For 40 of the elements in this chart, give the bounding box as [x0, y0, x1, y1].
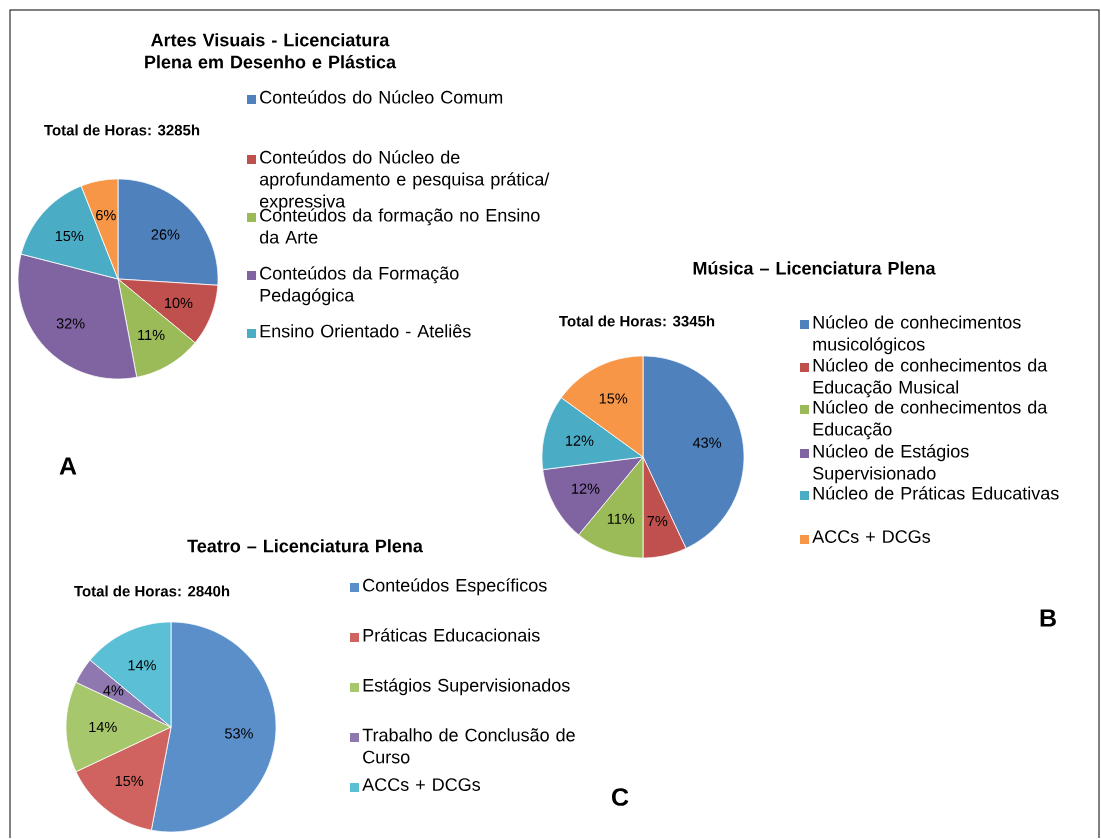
legend-label: Núcleo de conhecimentos musicológicos [813, 315, 1021, 355]
legend-label: Núcleo de Práticas Educativas [813, 486, 1059, 500]
legend-label: Práticas Educacionais [363, 628, 540, 642]
chart-title: Música – Licenciatura Plena [693, 261, 936, 275]
data-label: 26% [151, 229, 180, 240]
legend-label: Núcleo de Estágios Supervisionado [813, 444, 969, 484]
data-label: 43% [692, 437, 722, 449]
legend-label: Núcleo de conhecimentos da Educação Musical [813, 358, 1048, 398]
data-label: 14% [128, 660, 156, 671]
data-label: 14% [89, 722, 117, 733]
legend-label: ACCs + DCGs [812, 530, 931, 544]
data-label: 6% [96, 210, 116, 221]
legend-label: ACCs + DCGs [362, 778, 481, 792]
data-label: 11% [607, 513, 635, 525]
data-label: 15% [599, 393, 628, 404]
text: B [1040, 609, 1056, 627]
chart-subtitle: Total de Horas: 2840h [74, 585, 230, 597]
chart-title: Teatro – Licenciatura Plena [187, 539, 423, 553]
legend-label: Conteúdos Específicos [363, 578, 547, 596]
legend-label: Ensino Orientado - Ateliês [260, 324, 471, 338]
chart-subtitle: Total de Horas: 3345h [559, 315, 715, 327]
text: C [612, 788, 629, 807]
data-label: 15% [115, 776, 144, 787]
text: Total de Horas: 3285h [44, 124, 200, 136]
data-label: 11% [138, 330, 165, 341]
text: A [59, 457, 77, 475]
chart-title: Artes Visuais - Licenciatura Plena em Desenho e Plástica [145, 33, 397, 69]
legend-label: Estágios Supervisionados [363, 678, 570, 696]
data-label: 53% [225, 728, 253, 739]
data-label: 32% [56, 318, 85, 329]
legend-label: Conteúdos do Núcleo Comum [260, 90, 503, 104]
legend-label: Trabalho de Conclusão de Curso [362, 728, 575, 764]
data-label: 15% [55, 231, 84, 242]
data-label: 12% [572, 483, 600, 494]
legend-label: Núcleo de conhecimentos da Educação [813, 400, 1048, 440]
data-label: 10% [165, 298, 193, 309]
legend-label: Conteúdos da Formação Pedagógica [260, 266, 459, 306]
data-label: 4% [103, 685, 124, 696]
data-label: 7% [647, 516, 668, 527]
data-label: 12% [566, 435, 594, 447]
